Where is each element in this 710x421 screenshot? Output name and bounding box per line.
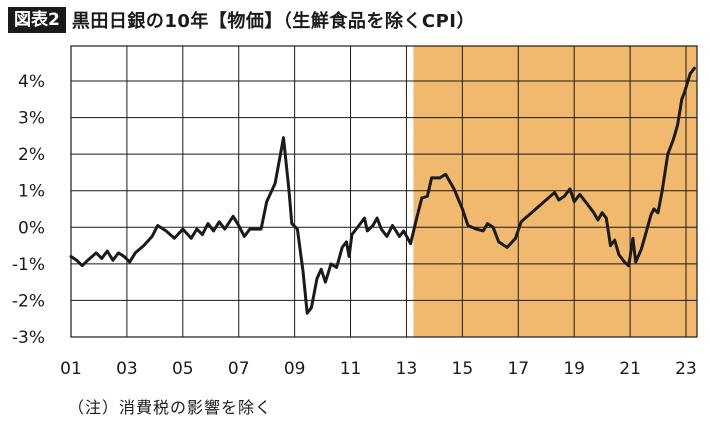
y-tick-label: 1% [18, 182, 45, 202]
cpi-series-line [69, 66, 696, 315]
x-tick-label: 19 [563, 359, 585, 379]
chart-title: 黒田日銀の10年【物価】（生鮮食品を除くCPI） [71, 11, 475, 32]
x-tick-label: 09 [284, 359, 306, 379]
y-tick-label: 0% [18, 218, 45, 238]
x-tick-label: 15 [452, 359, 474, 379]
y-tick-label: -1% [12, 255, 45, 275]
x-tick-label: 03 [116, 359, 138, 379]
x-tick-label: 13 [396, 359, 418, 379]
y-tick-label: 2% [18, 145, 45, 165]
y-tick-label: 4% [18, 72, 45, 92]
x-tick-label: 23 [675, 359, 697, 379]
plot-frame [70, 45, 698, 338]
y-tick-label: 3% [18, 109, 45, 129]
y-tick-label: -3% [12, 328, 45, 348]
x-tick-label: 17 [507, 359, 529, 379]
y-tick-label: -2% [12, 291, 45, 311]
figure-tag: 図表2 [8, 7, 66, 33]
x-tick-label: 05 [172, 359, 194, 379]
x-tick-label: 21 [619, 359, 641, 379]
footnote: （注）消費税の影響を除く [68, 398, 273, 417]
x-tick-label: 11 [340, 359, 362, 379]
figure-header: 図表2 黒田日銀の10年【物価】（生鮮食品を除くCPI） [8, 6, 475, 34]
x-tick-label: 07 [228, 359, 250, 379]
x-tick-label: 01 [60, 359, 82, 379]
